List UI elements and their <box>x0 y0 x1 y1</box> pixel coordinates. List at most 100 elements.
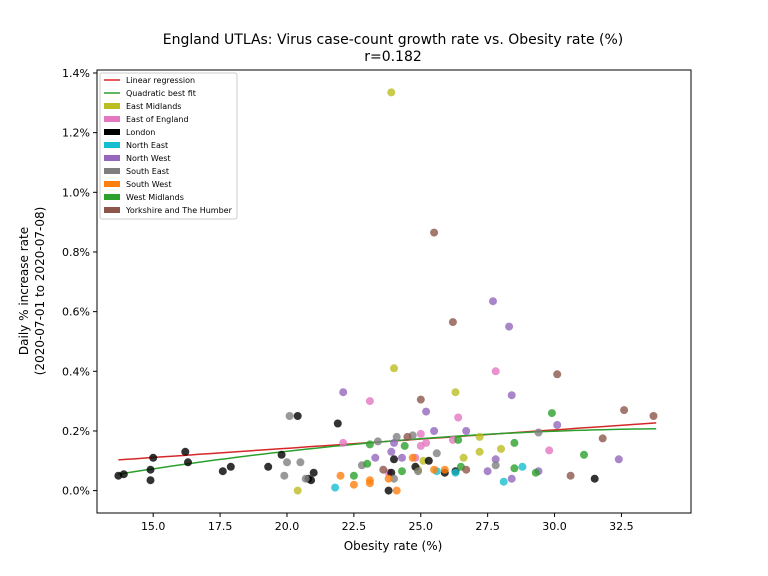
point-yorkshire-and-the-humber <box>566 471 575 480</box>
point-south-west <box>440 465 449 474</box>
point-west-midlands <box>349 471 358 480</box>
point-north-east <box>331 483 340 492</box>
point-west-midlands <box>510 464 519 473</box>
tick-layer: 15.0 17.5 20.0 22.5 25.0 27.5 30.0 32.5 0.0% 0.2%… <box>62 67 634 533</box>
point-yorkshire-and-the-humber <box>430 228 439 237</box>
point-london <box>264 462 273 471</box>
point-yorkshire-and-the-humber <box>462 465 471 474</box>
point-north-west <box>489 297 497 306</box>
point-london <box>184 458 192 467</box>
point-south-west <box>430 465 439 474</box>
point-east-midlands <box>475 447 484 456</box>
point-north-west <box>387 447 396 456</box>
point-east-of-england <box>454 413 463 422</box>
point-south-west <box>408 453 417 462</box>
point-yorkshire-and-the-humber <box>649 412 658 420</box>
legend-label: Quadratic best fit <box>126 89 196 98</box>
x-tick-label: 15.0 <box>141 520 166 533</box>
point-north-west <box>483 467 492 476</box>
point-london <box>390 455 398 464</box>
point-south-east <box>283 458 291 467</box>
legend-label: East Midlands <box>126 102 181 111</box>
point-south-east <box>296 458 305 467</box>
y-tick-label: 1.2% <box>62 127 90 140</box>
point-london <box>181 447 190 456</box>
legend-box <box>99 72 238 220</box>
x-tick-label: 32.5 <box>609 520 634 533</box>
legend-label: North East <box>126 141 168 150</box>
legend-color-swatch <box>104 168 120 174</box>
point-south-west <box>365 479 374 488</box>
point-west-midlands <box>510 438 519 447</box>
point-east-midlands <box>387 88 396 97</box>
point-south-east <box>392 432 401 441</box>
point-yorkshire-and-the-humber <box>448 318 457 327</box>
point-london <box>226 462 235 471</box>
legend-color-swatch <box>104 207 120 213</box>
point-london <box>149 453 158 462</box>
legend-label: North West <box>126 154 171 163</box>
legend-label: London <box>126 128 155 137</box>
legend-color-swatch <box>104 129 120 135</box>
point-south-east <box>280 471 289 480</box>
y-tick-label: 0.8% <box>62 246 90 259</box>
point-south-west <box>392 486 401 495</box>
point-north-west <box>507 474 516 483</box>
quadratic-fit-line <box>118 428 657 475</box>
point-north-west <box>422 407 431 416</box>
point-north-east <box>451 468 460 477</box>
point-north-west <box>553 421 562 429</box>
point-west-midlands <box>580 450 588 459</box>
point-yorkshire-and-the-humber <box>553 370 562 379</box>
legend-color-swatch <box>104 155 120 161</box>
point-east-midlands <box>497 444 505 453</box>
x-tick-label: 25.0 <box>409 520 434 533</box>
chart-title: England UTLAs: Virus case-count growth r… <box>163 32 624 48</box>
x-tick-label: 30.0 <box>542 520 567 533</box>
point-east-midlands <box>390 364 398 373</box>
x-tick-label: 27.5 <box>475 520 500 533</box>
chart-subtitle: r=0.182 <box>364 49 422 65</box>
point-west-midlands <box>363 459 372 468</box>
fit-lines <box>118 422 657 475</box>
point-london <box>590 474 599 483</box>
point-london <box>146 465 155 474</box>
point-north-west <box>390 438 398 447</box>
point-east-midlands <box>451 388 460 397</box>
point-london <box>277 450 286 459</box>
point-east-midlands <box>459 453 468 462</box>
point-north-west <box>505 322 514 331</box>
point-london <box>218 467 227 476</box>
point-east-of-england <box>491 367 500 376</box>
point-south-east <box>414 467 423 476</box>
point-north-west <box>614 455 623 464</box>
point-north-west <box>339 388 348 397</box>
point-west-midlands <box>531 468 540 477</box>
legend-color-swatch <box>104 116 120 122</box>
y-tick-label: 0.6% <box>62 306 90 319</box>
y-tick-label: 0.0% <box>62 485 90 498</box>
point-yorkshire-and-the-humber <box>598 434 607 443</box>
legend: Linear regression Quadratic best fit East … <box>99 72 238 220</box>
point-west-midlands <box>400 441 409 450</box>
legend-label: West Midlands <box>126 193 184 202</box>
x-tick-label: 22.5 <box>342 520 367 533</box>
point-east-of-england <box>416 441 425 450</box>
point-london <box>146 476 155 485</box>
point-east-of-england <box>339 438 348 447</box>
point-south-east <box>534 428 543 437</box>
point-london <box>387 468 396 477</box>
legend-label: East of England <box>126 115 189 124</box>
point-north-west <box>507 391 516 400</box>
point-west-midlands <box>365 440 374 449</box>
point-south-west <box>384 474 393 483</box>
point-east-of-england <box>365 397 374 406</box>
point-south-east <box>301 474 310 483</box>
y-tick-label: 1.0% <box>62 186 90 199</box>
point-north-west <box>462 427 471 435</box>
point-north-west <box>398 453 406 462</box>
point-north-west <box>371 453 380 462</box>
y-axis-label-line2: (2020-07-01 to 2020-07-08) <box>33 207 47 376</box>
point-south-east <box>491 461 500 470</box>
